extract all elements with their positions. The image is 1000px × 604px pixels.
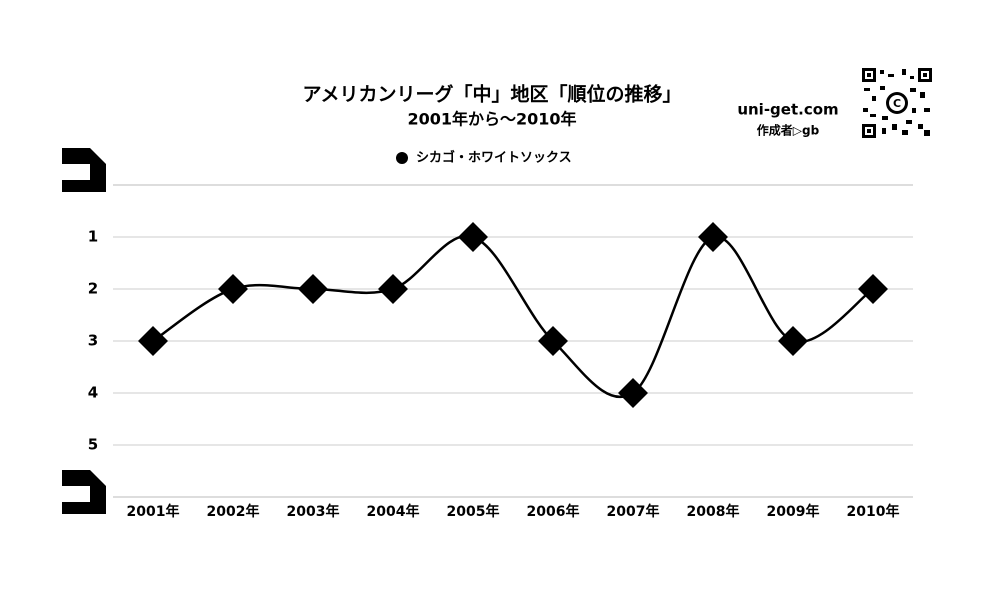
data-point bbox=[218, 274, 248, 304]
credit-site: uni-get.com bbox=[737, 101, 838, 119]
corner-decoration bbox=[62, 148, 106, 514]
x-tick-label: 2008年 bbox=[687, 503, 740, 520]
credit-author: 作成者▷gb bbox=[757, 123, 820, 138]
x-tick-label: 2004年 bbox=[367, 503, 420, 520]
x-tick-label: 2002年 bbox=[207, 503, 260, 520]
y-tick-label: 4 bbox=[88, 384, 98, 402]
data-point bbox=[698, 222, 728, 252]
data-point bbox=[618, 378, 648, 408]
x-tick-label: 2001年 bbox=[127, 503, 180, 520]
data-point bbox=[538, 326, 568, 356]
qr-code: C bbox=[862, 68, 932, 138]
series-line bbox=[152, 234, 874, 399]
legend-label: シカゴ・ホワイトソックス bbox=[416, 150, 572, 166]
x-tick-label: 2009年 bbox=[767, 503, 820, 520]
data-point bbox=[858, 274, 888, 304]
chart-title: アメリカンリーグ「中」地区「順位の推移」 bbox=[302, 83, 681, 106]
x-tick-label: 2006年 bbox=[527, 503, 580, 520]
x-tick-label: 2003年 bbox=[287, 503, 340, 520]
y-tick-label: 2 bbox=[88, 280, 98, 298]
chart-subtitle: 2001年から～2010年 bbox=[407, 110, 576, 129]
svg-text:C: C bbox=[893, 97, 901, 110]
x-tick-label: 2010年 bbox=[847, 503, 900, 520]
data-point bbox=[298, 274, 328, 304]
x-tick-label: 2005年 bbox=[447, 503, 500, 520]
data-point bbox=[378, 274, 408, 304]
data-point bbox=[458, 222, 488, 252]
x-tick-label: 2007年 bbox=[607, 503, 660, 520]
legend-marker bbox=[396, 152, 408, 164]
y-tick-label: 1 bbox=[88, 228, 98, 246]
y-tick-label: 3 bbox=[88, 332, 98, 350]
data-point bbox=[778, 326, 808, 356]
data-point bbox=[138, 326, 168, 356]
y-tick-label: 5 bbox=[88, 436, 98, 454]
